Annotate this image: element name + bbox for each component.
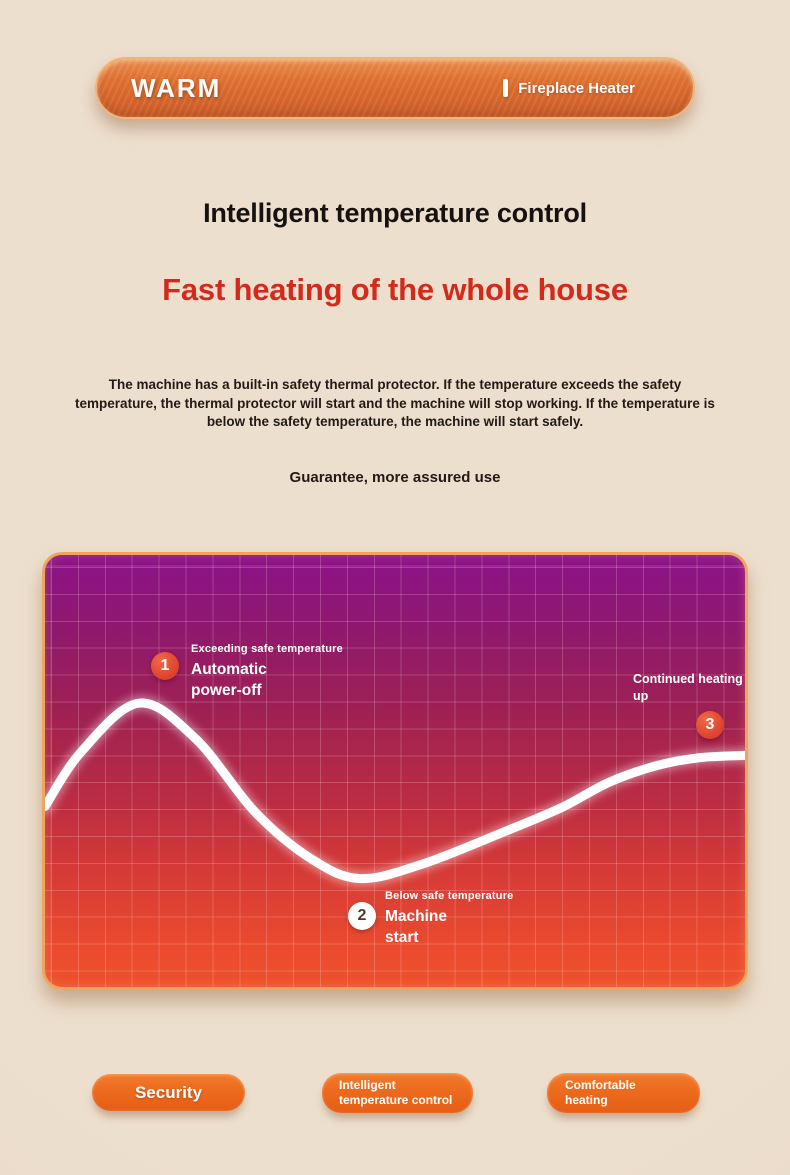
- annotation-1-caption: Exceeding safe temperature: [191, 643, 343, 655]
- step-3-marker: 3: [696, 711, 724, 739]
- description-text: The machine has a built-in safety therma…: [75, 377, 715, 429]
- tag-intelligent-temperature-control: Intelligent temperature control: [322, 1073, 473, 1113]
- temperature-cycle-chart: 1 Exceeding safe temperature Automatic p…: [42, 552, 748, 990]
- product-name: Fireplace Heater: [518, 79, 635, 97]
- annotation-step-2: Below safe temperature Machine start: [385, 890, 545, 948]
- curve-glow: [45, 695, 745, 887]
- page-title: Intelligent temperature control: [203, 198, 587, 228]
- tag-security: Security: [92, 1074, 245, 1111]
- annotation-step-3: Continued heating up: [633, 671, 745, 705]
- brand-banner: WARM Fireplace Heater: [95, 57, 695, 119]
- guarantee-note: Guarantee, more assured use: [289, 469, 501, 486]
- annotation-3-caption: Continued heating up: [633, 672, 743, 703]
- curve-line: [45, 698, 745, 884]
- tag-comfortable-heating: Comfortable heating: [547, 1073, 700, 1113]
- annotation-2-label: Machine start: [385, 908, 448, 946]
- brand-name: WARM: [131, 72, 222, 103]
- page-subtitle: Fast heating of the whole house: [162, 272, 628, 307]
- annotation-step-1: Exceeding safe temperature Automatic pow…: [191, 643, 371, 701]
- annotation-2-caption: Below safe temperature: [385, 890, 514, 902]
- step-1-marker: 1: [151, 652, 179, 680]
- product-name-group: Fireplace Heater: [503, 79, 635, 97]
- step-2-marker: 2: [348, 902, 376, 930]
- annotation-1-label: Automatic power-off: [191, 661, 267, 699]
- divider-bar-icon: [503, 79, 509, 97]
- temperature-curve: [45, 695, 745, 887]
